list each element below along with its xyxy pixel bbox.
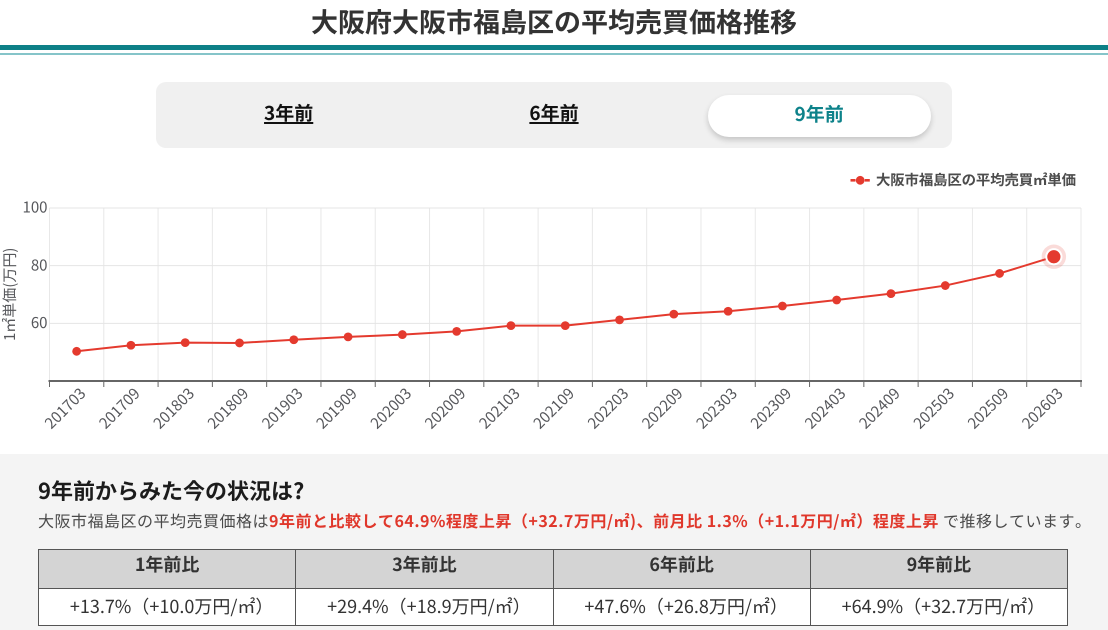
svg-text:1㎡単価(万円): 1㎡単価(万円) bbox=[0, 248, 20, 341]
svg-text:202209: 202209 bbox=[637, 383, 687, 433]
svg-text:201703: 201703 bbox=[40, 383, 90, 433]
svg-text:60: 60 bbox=[31, 312, 48, 333]
svg-text:201803: 201803 bbox=[149, 383, 199, 433]
svg-text:201903: 201903 bbox=[257, 383, 307, 433]
svg-text:80: 80 bbox=[31, 254, 48, 275]
svg-text:202503: 202503 bbox=[909, 383, 959, 433]
svg-text:201809: 201809 bbox=[203, 383, 253, 433]
svg-text:201909: 201909 bbox=[311, 383, 361, 433]
svg-text:202103: 202103 bbox=[474, 383, 524, 433]
svg-text:202509: 202509 bbox=[963, 383, 1013, 433]
svg-text:202109: 202109 bbox=[529, 383, 579, 433]
svg-text:202009: 202009 bbox=[420, 383, 470, 433]
svg-text:202309: 202309 bbox=[746, 383, 796, 433]
svg-text:202603: 202603 bbox=[1017, 383, 1067, 433]
svg-text:202003: 202003 bbox=[366, 383, 416, 433]
svg-text:202303: 202303 bbox=[691, 383, 741, 433]
svg-text:202409: 202409 bbox=[854, 383, 904, 433]
svg-text:100: 100 bbox=[23, 197, 48, 218]
svg-text:大阪市福島区の平均売買㎡単価: 大阪市福島区の平均売買㎡単価 bbox=[876, 169, 1076, 190]
svg-text:202403: 202403 bbox=[800, 383, 850, 433]
svg-text:202203: 202203 bbox=[583, 383, 633, 433]
svg-text:201709: 201709 bbox=[94, 383, 144, 433]
